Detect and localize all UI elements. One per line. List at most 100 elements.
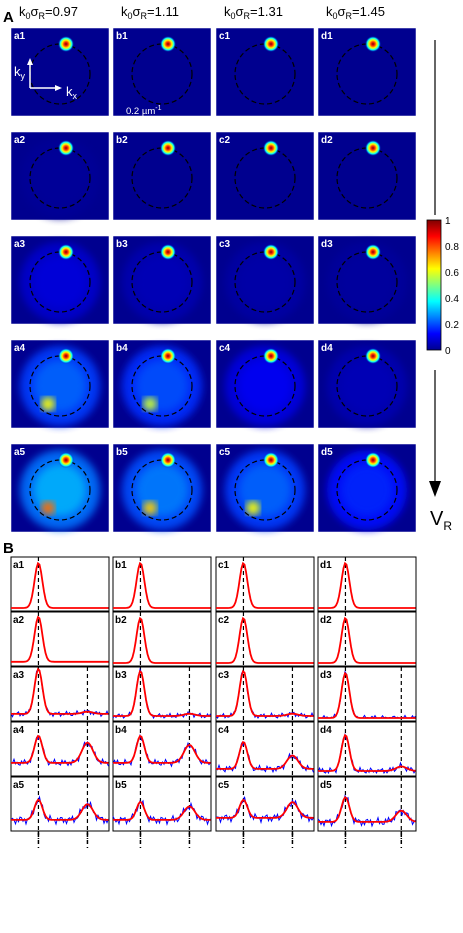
plot-frame (10, 776, 110, 832)
dashed-ring (131, 43, 193, 105)
colorbar-tick-label: 0.6 (445, 268, 459, 279)
fit-line (318, 616, 416, 664)
heatmap-label: c2 (219, 135, 231, 146)
fit-line (216, 669, 314, 717)
lineplot-label: a5 (13, 780, 25, 791)
heatmap-c5: c5 (215, 443, 315, 533)
heatmap-c1: c1 (215, 27, 315, 117)
fit-line (11, 734, 109, 764)
heatmap-label: d5 (321, 447, 333, 458)
diffuse-core (34, 256, 86, 308)
lineplot-a1: a1 (10, 556, 110, 612)
lineplot-b5: b5 (112, 776, 212, 839)
lineplot-c4: c4 (215, 721, 315, 784)
main-spot (160, 244, 176, 260)
lineplot-d3: d3 (317, 666, 417, 729)
plot-frame (112, 776, 212, 832)
plot-frame (215, 776, 315, 832)
dashed-ring (29, 43, 91, 105)
lineplot-b2: b2 (112, 611, 212, 667)
heatmap-a4: a4 (10, 339, 110, 429)
lineplot-c1: c1 (215, 556, 315, 612)
column-header-c: k0σR=1.31 (224, 4, 283, 21)
lineplot-label: c2 (218, 615, 230, 626)
fit-line (318, 733, 416, 772)
main-spot (160, 140, 176, 156)
lineplot-c3: c3 (215, 666, 315, 729)
column-headers: k0σR=0.97 k0σR=1.11 k0σR=1.31 k0σR=1.45 (19, 4, 385, 21)
diffuse-core (341, 360, 393, 412)
heatmap-label: d2 (321, 135, 333, 146)
lineplot-b3: b3 (112, 666, 212, 729)
fit-line (11, 667, 109, 715)
fit-line (113, 616, 211, 664)
k-axes-indicator: ky kx (14, 58, 78, 101)
plot-frame (10, 556, 110, 612)
lineplot-label: d4 (320, 725, 332, 736)
heatmap-a3: a3 (10, 235, 110, 325)
fit-line (216, 616, 314, 664)
dashed-ring (234, 147, 296, 209)
heatmap-label: a2 (14, 135, 26, 146)
colorbar-tick-label: 0 (445, 346, 451, 357)
dashed-ring (29, 251, 91, 313)
colorbar-tick-label: 0.2 (445, 320, 459, 331)
heatmap-label: c4 (219, 343, 231, 354)
heatmap-d2: d2 (317, 131, 417, 221)
fit-line (318, 561, 416, 609)
lineplot-label: d1 (320, 560, 332, 571)
fit-line (216, 561, 314, 609)
lineplot-label: d3 (320, 670, 332, 681)
dashed-ring (336, 459, 398, 521)
secondary-spot (143, 397, 157, 411)
heatmap-background (215, 27, 315, 117)
secondary-spot (143, 501, 157, 515)
vr-arrowhead (429, 481, 441, 497)
lineplot-label: d5 (320, 780, 332, 791)
colorbar-tick-label: 0.4 (445, 294, 459, 305)
fit-line (11, 798, 109, 821)
lineplot-c5: c5 (215, 776, 315, 839)
kx-arrowhead (55, 85, 62, 91)
heatmap-c4: c4 (215, 339, 315, 429)
heatmap-d5: d5 (317, 443, 417, 533)
heatmap-b2: b2 (112, 131, 212, 221)
heatmap-label: a5 (14, 447, 26, 458)
main-spot (58, 140, 74, 156)
dashed-ring (131, 355, 193, 417)
main-spot (365, 452, 381, 468)
vr-label: VR (430, 508, 452, 533)
plot-frame (112, 721, 212, 777)
heatmap-label: d4 (321, 343, 333, 354)
heatmap-c2: c2 (215, 131, 315, 221)
data-line (215, 741, 314, 774)
heatmap-a5: a5 (10, 443, 110, 533)
fit-line (113, 800, 211, 821)
dashed-ring (234, 43, 296, 105)
dashed-ring (131, 251, 193, 313)
lineplot-d5: d5 (317, 776, 417, 839)
diffuse-core (136, 256, 188, 308)
main-spot (58, 36, 74, 52)
plot-frame (10, 721, 110, 777)
scale-bar: 0.2 µm-1 (126, 105, 163, 122)
heatmap-b1: b1 (112, 27, 212, 117)
heatmap-a2: a2 (10, 131, 110, 221)
main-spot (160, 36, 176, 52)
heatmap-b4: b4 (112, 339, 212, 429)
heatmap-label: c5 (219, 447, 231, 458)
dashed-ring (29, 355, 91, 417)
panel-b-letter: B (3, 540, 14, 557)
fit-line (318, 671, 416, 719)
colorbar-tick-label: 0.8 (445, 242, 459, 253)
ky-arrowhead (27, 58, 33, 65)
heatmap-b5: b5 (112, 443, 212, 533)
dashed-ring (336, 43, 398, 105)
dashed-ring (234, 355, 296, 417)
lineplot-d1: d1 (317, 556, 417, 612)
dashed-ring (234, 251, 296, 313)
main-spot (263, 140, 279, 156)
main-spot (58, 348, 74, 364)
fit-line (113, 734, 211, 764)
heatmap-label: b1 (116, 31, 128, 42)
